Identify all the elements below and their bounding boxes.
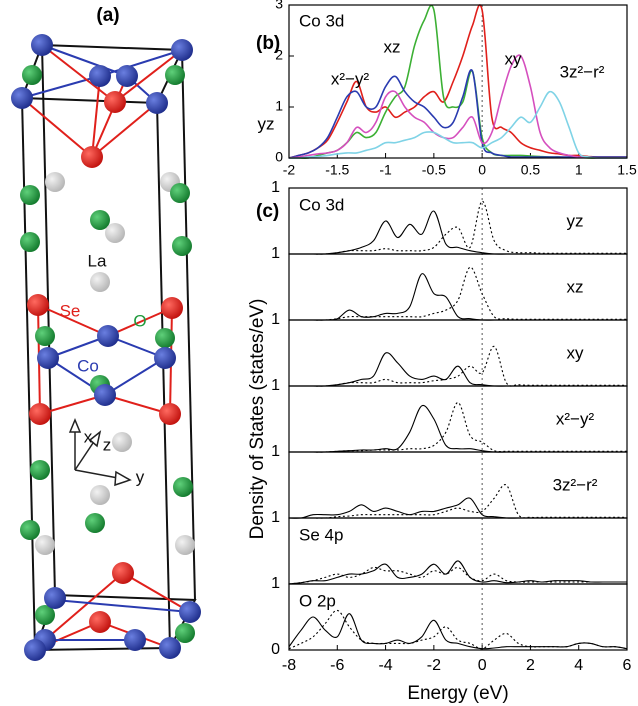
panel-text: Co 3d [299,11,344,30]
dos-curve [288,613,628,650]
y-tick-label: 1 [271,509,280,526]
crystal-structure: (a) [11,5,201,661]
dos-curve [288,69,627,159]
dos-curve [288,560,627,585]
atom-label: Co [77,356,99,375]
panel-text: xy [567,343,585,362]
dos-curve [288,90,627,159]
y-axis-label: Density of States (states/eV) [247,299,268,540]
atom-label: La [88,251,107,270]
dos-curve [289,345,627,387]
axis-label: y [136,467,145,486]
x-tick-label: -1 [379,162,392,178]
x-tick-label: -2 [427,657,441,674]
dos-curve [288,609,628,650]
x-tick-label: -6 [330,657,344,674]
charts: (b) 0 1 2 3 -2 -1.5 -1 -0.5 0 0.5 1 1.5 Co 3d yz xz x²−y… [247,0,637,704]
y-tick-label: 1 [275,98,283,114]
x-tick-label: -1.5 [325,162,349,178]
x-tick-label: 2 [526,657,535,674]
x-tick-label: 0 [478,657,487,674]
panel-text: Co 3d [299,195,344,214]
series-label: x²−y² [331,69,370,88]
series-label: xz [384,37,401,56]
axes-triad [68,418,132,487]
x-tick-label: 0.5 [521,162,541,178]
series-label: yz [258,114,275,133]
x-axis-label: Energy (eV) [407,683,508,704]
x-tick-label: -2 [283,162,296,178]
x-tick-label: 1 [575,162,583,178]
x-tick-label: 6 [623,657,632,674]
dos-curve [288,54,627,159]
x-tick-label: 4 [574,657,583,674]
atom-label: Se [60,301,81,320]
x-tick-label: -0.5 [422,162,446,178]
y-tick-label: 1 [271,245,280,262]
unit-cell [21,97,36,651]
dos-curve [288,566,627,585]
y-tick-label: 3 [275,0,283,12]
panel-label: (b) [256,33,280,54]
x-tick-label: -8 [282,657,296,674]
y-tick-label: 1 [271,179,280,196]
series-label: xy [505,49,523,68]
panel-text: x²−y² [556,409,595,428]
panel-text: xz [567,277,584,296]
y-tick-label: 1 [271,311,280,328]
y-tick-label: 1 [271,377,280,394]
panel-text: yz [567,211,584,230]
x-tick-label: 1.5 [617,162,637,178]
panel-text: Se 4p [299,525,343,544]
x-tick-label: 0 [478,162,486,178]
x-tick-label: -4 [378,657,392,674]
y-tick-label: 1 [271,443,280,460]
panel-label: (a) [96,5,119,26]
panel-text: O 2p [299,591,336,610]
y-tick-label: 2 [275,47,283,63]
y-tick-label: 0 [271,641,280,658]
plot-frame [288,4,628,159]
series-label: 3z²−r² [560,62,605,81]
y-tick-label: 1 [271,575,280,592]
panel-label: (c) [256,201,279,222]
dos-curve [289,484,627,519]
unit-cell [156,102,171,649]
panel-text: 3z²−r² [553,475,598,494]
axis-label: z [103,435,112,454]
dos-curve [288,497,627,519]
atom-label: O [133,311,146,330]
atoms [11,34,201,661]
axis-label: x [84,427,93,446]
unit-cell [181,49,196,601]
subplot-frame [288,583,628,651]
y-tick-label: 0 [275,149,283,165]
unit-cell [41,44,56,596]
